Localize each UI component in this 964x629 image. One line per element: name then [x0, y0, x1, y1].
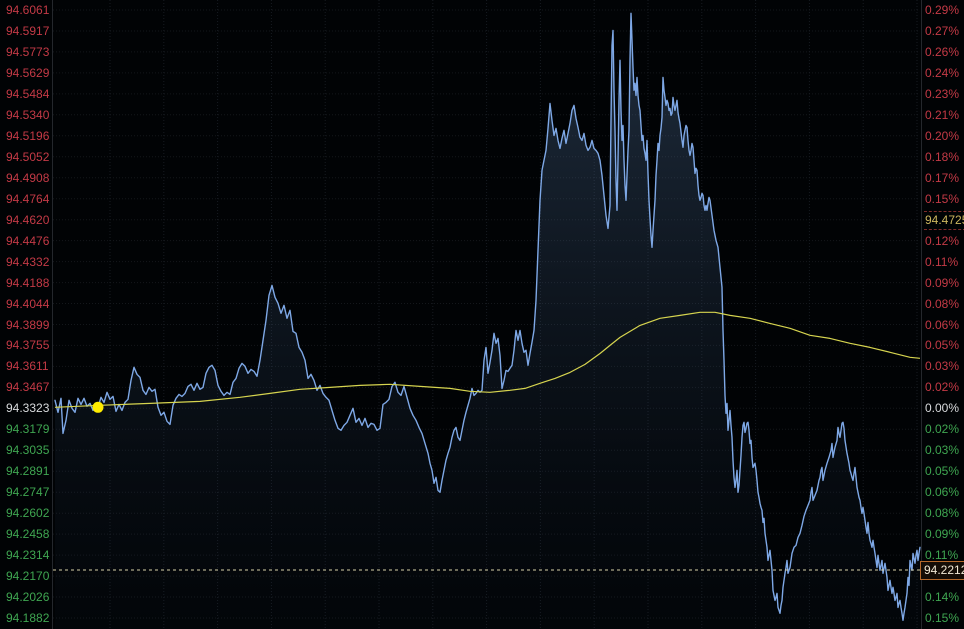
right-percent-axis: 0.29% 0.27% 0.26% 0.24% 0.23% 0.21% 0.20% 0.18%…	[923, 0, 964, 629]
price-axis-label: 94.4476	[6, 233, 50, 248]
price-axis-label: 94.2314	[6, 548, 50, 563]
price-axis-label: 94.3467	[6, 380, 50, 395]
last-price-value: 94.2212	[924, 562, 964, 577]
percent-axis-label: 0.29%	[925, 3, 960, 17]
price-axis-label: 94.3611	[6, 359, 49, 374]
percent-axis-label: 0.23%	[925, 86, 960, 101]
percent-axis-label: 0.27%	[925, 24, 960, 38]
session-open-marker-dot	[92, 401, 104, 413]
percent-axis-label: 0.06%	[925, 317, 960, 332]
percent-axis-label: 0.09%	[925, 527, 960, 542]
percent-axis-label: 0.03%	[925, 359, 960, 374]
price-line	[54, 12, 921, 621]
price-axis-label: 94.2747	[6, 485, 50, 500]
percent-axis-label: 0.00%	[925, 401, 960, 416]
last-price-label: 94.2212	[920, 560, 964, 580]
price-axis-label: 94.4620	[6, 212, 50, 227]
price-axis-label: 94.2602	[6, 506, 50, 521]
price-axis-label: 94.2170	[6, 569, 50, 584]
price-axis-label: 94.5340	[6, 107, 50, 122]
price-axis-label: 94.5484	[6, 86, 50, 101]
price-axis-label: 94.5917	[6, 24, 50, 38]
percent-axis-label: 0.08%	[925, 506, 960, 521]
price-axis-label: 94.5196	[6, 128, 50, 143]
price-axis-label: 94.5629	[6, 65, 50, 80]
percent-axis-label: 0.14%	[925, 590, 960, 604]
price-axis-label: 94.3035	[6, 443, 50, 458]
price-axis-label: 94.6061	[6, 3, 50, 17]
price-axis-label: 94.4332	[6, 254, 50, 269]
percent-axis-label: 0.21%	[925, 107, 960, 122]
ma-line	[54, 311, 921, 408]
percent-axis-label: 0.06%	[925, 485, 960, 500]
percent-axis-label: 0.05%	[925, 338, 960, 353]
price-axis-label: 94.4908	[6, 170, 50, 185]
percent-axis-label: 0.02%	[925, 380, 960, 395]
percent-axis-label: 0.26%	[925, 44, 960, 59]
percent-axis-label: 0.09%	[925, 275, 960, 290]
price-axis-label: 94.3899	[6, 317, 50, 332]
percent-axis-label: 0.12%	[925, 233, 960, 248]
price-axis-label: 94.3755	[6, 338, 50, 353]
price-axis-label: 94.2458	[6, 527, 50, 542]
price-axis-label: 94.2891	[6, 464, 50, 479]
percent-axis-label: 0.03%	[925, 443, 960, 458]
price-axis-label: 94.3323	[6, 401, 50, 416]
price-axis-label: 94.4764	[6, 191, 50, 206]
percent-axis-label: 0.05%	[925, 464, 960, 479]
price-axis-label: 94.5773	[6, 44, 50, 59]
price-axis-label: 94.1882	[6, 611, 50, 625]
percent-axis-label: 0.20%	[925, 128, 960, 143]
percent-axis-label: 0.18%	[925, 149, 960, 164]
percent-axis-label: 0.24%	[925, 65, 960, 80]
left-price-axis: 94.6061 94.5917 94.5773 94.5629 94.5484 94.53…	[0, 0, 52, 629]
percent-axis-label: 0.15%	[925, 191, 960, 206]
percent-axis-label: 0.08%	[925, 296, 960, 311]
percent-axis-label: 0.02%	[925, 422, 960, 437]
price-axis-label: 94.3179	[6, 422, 50, 437]
price-axis-label: 94.5052	[6, 149, 50, 164]
price-axis-label: 94.4044	[6, 296, 50, 311]
price-axis-label: 94.4188	[6, 275, 50, 290]
alert-price-label: 94.4725	[924, 210, 964, 230]
price-area-fill	[55, 13, 920, 629]
alert-price-value: 94.4725	[925, 212, 964, 227]
percent-axis-label: 0.15%	[925, 611, 960, 625]
percent-axis-label: 0.11%	[925, 254, 959, 269]
percent-axis-label: 0.11%	[925, 548, 959, 563]
price-axis-label: 94.2026	[6, 590, 50, 604]
percent-axis-label: 0.17%	[925, 170, 960, 185]
